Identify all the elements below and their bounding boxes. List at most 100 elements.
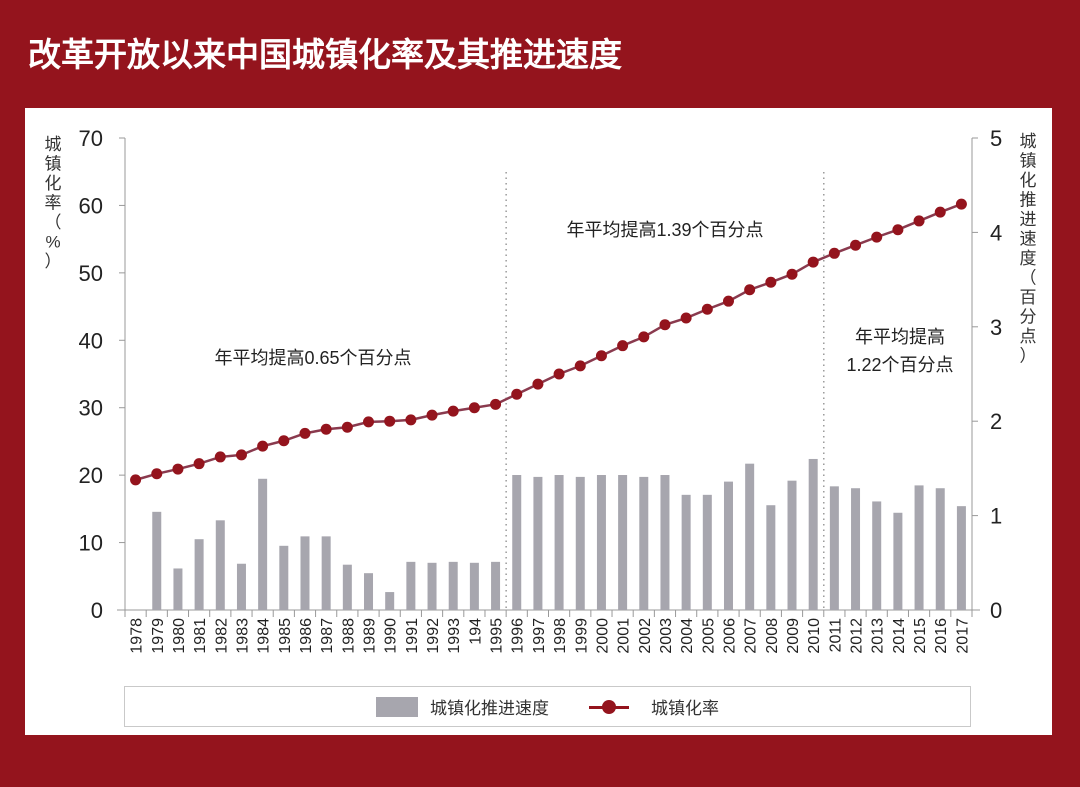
speed-bar: [956, 506, 966, 610]
speed-bar: [787, 480, 797, 610]
x-tick-label: 1986: [298, 618, 315, 654]
urbanization-rate-marker: [468, 402, 480, 414]
right-tick-label: 4: [990, 220, 1002, 245]
speed-bar: [152, 511, 162, 610]
speed-bar: [639, 476, 649, 610]
right-axis-title-char: ）: [1020, 347, 1037, 366]
urbanization-rate-marker: [913, 215, 925, 227]
speed-bar: [236, 563, 246, 610]
speed-bar: [469, 562, 479, 610]
right-axis-title-char: 速: [1020, 230, 1037, 249]
speed-bar: [491, 561, 501, 610]
speed-bar: [279, 545, 289, 610]
speed-bar: [173, 568, 183, 610]
urbanization-rate-marker: [955, 198, 967, 210]
right-axis-title-char: 镇: [1020, 152, 1037, 171]
legend-label-speed: 城镇化推进速度: [430, 699, 549, 719]
x-tick-label: 1980: [171, 618, 188, 654]
legend-label-rate: 城镇化率: [651, 699, 719, 719]
left-axis-title-char: 镇: [45, 155, 62, 174]
line-marker-swatch-icon: [589, 697, 629, 717]
x-tick-label: 1991: [404, 618, 421, 654]
left-tick-label: 40: [79, 328, 103, 353]
right-tick-label: 5: [990, 126, 1002, 151]
speed-bar: [851, 488, 861, 610]
left-axis-title-char: ）: [45, 252, 62, 271]
x-tick-label: 1984: [256, 618, 273, 654]
left-axis-title-char: 城: [45, 135, 62, 154]
urbanization-rate-marker: [405, 414, 417, 426]
speed-bar: [702, 494, 712, 610]
speed-bar: [618, 475, 628, 610]
x-tick-label: 2002: [637, 618, 654, 654]
speed-bar: [385, 592, 395, 610]
speed-bar: [533, 476, 543, 610]
speed-bar: [321, 536, 331, 610]
urbanization-rate-marker: [892, 224, 904, 236]
legend-item-speed: 城镇化推进速度: [376, 694, 549, 719]
annotation-period-2: 年平均提高1.39个百分点: [566, 220, 763, 240]
urbanization-rate-marker: [659, 319, 671, 331]
right-axis-title-char: 进: [1020, 210, 1037, 229]
urbanization-rate-marker: [828, 247, 840, 259]
x-tick-label: 2009: [785, 618, 802, 654]
urbanization-rate-marker: [151, 468, 163, 480]
urbanization-rate-marker: [574, 360, 586, 372]
urbanization-rate-marker: [532, 378, 544, 390]
speed-bar: [935, 488, 945, 610]
speed-bar: [300, 536, 310, 610]
urbanization-rate-marker: [193, 458, 205, 470]
urbanization-rate-marker: [511, 388, 523, 400]
left-axis-title-char: 化: [45, 174, 62, 193]
urbanization-rate-marker: [130, 474, 142, 486]
speed-bar: [893, 512, 903, 610]
speed-bar: [914, 485, 924, 610]
urbanization-rate-line: [135, 202, 962, 482]
left-tick-label: 60: [79, 193, 103, 218]
speed-bar: [364, 573, 374, 610]
speed-bar: [427, 562, 437, 610]
left-tick-label: 50: [79, 261, 103, 286]
chart-panel: [25, 108, 1052, 735]
x-tick-label: 2008: [764, 618, 781, 654]
speed-bar: [215, 520, 225, 610]
legend: 城镇化推进速度 城镇化率: [124, 686, 971, 727]
right-axis-title-char: 度: [1020, 249, 1037, 268]
urbanization-rate-marker: [490, 398, 502, 410]
x-tick-label: 2017: [954, 618, 971, 654]
x-tick-label: 1993: [446, 618, 463, 654]
left-tick-label: 0: [91, 598, 103, 623]
x-tick-label: 1998: [552, 618, 569, 654]
urbanization-rate-marker: [553, 368, 565, 380]
urbanization-rate-marker: [807, 256, 819, 268]
x-tick-label: 1999: [573, 618, 590, 654]
speed-bar: [512, 475, 522, 610]
x-tick-label: 2010: [806, 618, 823, 654]
x-tick-label: 1989: [362, 618, 379, 654]
urbanization-rate-marker: [617, 340, 629, 352]
x-tick-label: 2003: [658, 618, 675, 654]
x-tick-label: 2005: [700, 618, 717, 654]
right-axis-title-char: 分: [1020, 308, 1037, 327]
right-axis-title-char: 城: [1020, 132, 1037, 151]
urbanization-rate-marker: [765, 276, 777, 288]
x-tick-label: 1979: [150, 618, 167, 654]
x-tick-label: 2015: [912, 618, 929, 654]
x-tick-label: 2007: [743, 618, 760, 654]
speed-bar: [808, 458, 818, 610]
urbanization-rate-marker: [384, 415, 396, 427]
x-tick-label: 1981: [192, 618, 209, 654]
speed-bar: [681, 494, 691, 610]
page-title: 改革开放以来中国城镇化率及其推进速度: [28, 35, 622, 74]
x-tick-label: 2006: [721, 618, 738, 654]
right-axis-title-char: 百: [1020, 288, 1037, 307]
speed-bar: [829, 486, 839, 610]
x-tick-label: 1988: [340, 618, 357, 654]
urbanization-rate-marker: [172, 463, 184, 475]
left-axis-title-char: （: [45, 213, 62, 232]
speed-bar: [194, 539, 204, 610]
urbanization-rate-marker: [871, 231, 883, 243]
x-tick-label: 2011: [827, 618, 844, 653]
urbanization-rate-marker: [257, 440, 269, 452]
